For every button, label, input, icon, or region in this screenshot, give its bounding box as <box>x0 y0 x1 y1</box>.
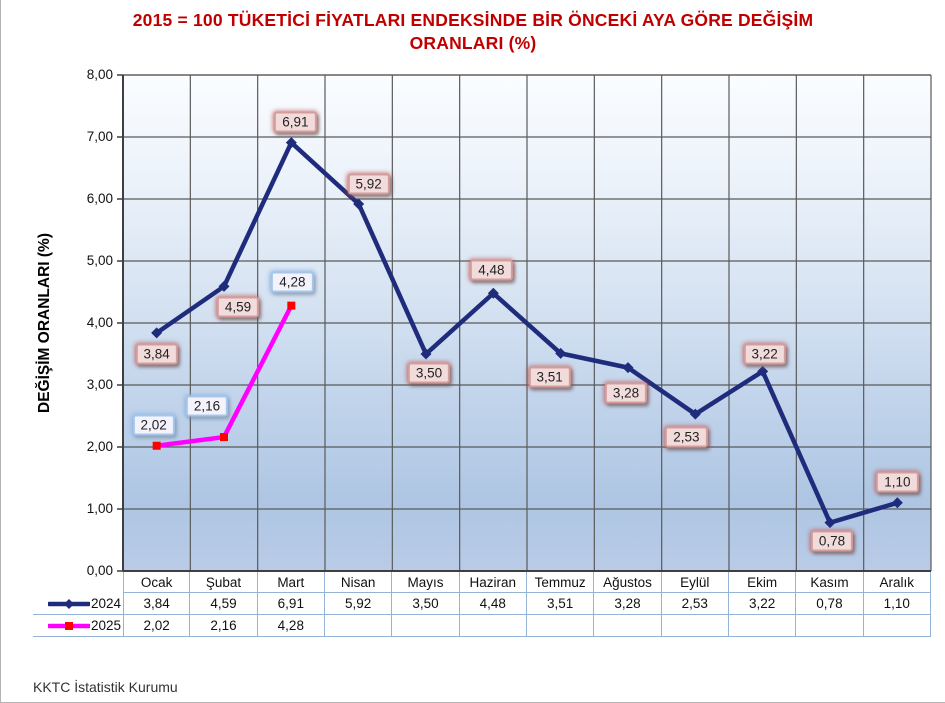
y-tick-label: 6,00 <box>86 191 113 206</box>
data-label: 3,51 <box>528 366 571 388</box>
square-marker <box>152 441 161 450</box>
month-header-cell: Nisan <box>324 572 393 593</box>
table-value-cell <box>324 615 393 637</box>
y-tick-label: 1,00 <box>86 501 113 516</box>
table-value-cell: 6,91 <box>257 593 325 615</box>
month-header-cell: Haziran <box>459 572 527 593</box>
legend-series-name: 2025 <box>90 618 121 633</box>
y-tick-label: 5,00 <box>86 253 113 268</box>
data-label: 2,16 <box>185 395 229 417</box>
data-label: 4,28 <box>271 271 314 293</box>
diamond-marker <box>285 137 297 149</box>
source-caption: KKTC İstatistik Kurumu <box>33 679 178 695</box>
month-header-cell: Ocak <box>123 572 191 593</box>
data-table: Ocak Şubat Mart Nisan Mayıs Haziran Temmuz Ağus… <box>33 572 931 637</box>
diamond-marker <box>353 198 365 210</box>
y-tick-label: 0,00 <box>86 563 113 578</box>
data-label: 3,22 <box>743 343 786 365</box>
diamond-marker <box>555 347 567 359</box>
data-label: 6,91 <box>274 111 317 133</box>
month-header-cell: Kasım <box>796 572 864 593</box>
diamond-marker <box>622 362 634 374</box>
table-value-cell <box>863 615 931 637</box>
diamond-marker <box>689 408 701 420</box>
diamond-marker <box>757 365 769 377</box>
table-value-cell: 4,48 <box>459 593 527 615</box>
month-header-cell: Aralık <box>863 572 931 593</box>
table-value-cell: 3,84 <box>123 593 191 615</box>
y-tick-label: 4,00 <box>86 315 113 330</box>
table-value-cell <box>526 615 595 637</box>
table-value-cell: 4,59 <box>190 593 258 615</box>
diamond-marker <box>420 348 432 360</box>
legend-key-cell: 2025 <box>33 615 123 637</box>
diamond-marker <box>824 517 836 529</box>
table-value-cell: 3,28 <box>594 593 662 615</box>
data-label: 3,84 <box>135 343 178 365</box>
diamond-marker <box>891 497 903 509</box>
y-tick-label: 2,00 <box>86 439 113 454</box>
diamond-marker <box>487 287 499 299</box>
chart-title-line2: ORANLARI (%) <box>409 33 537 53</box>
y-tick-label: 8,00 <box>86 67 113 82</box>
table-corner-cell <box>33 572 123 593</box>
data-label: 0,78 <box>810 530 854 552</box>
table-value-cell: 2,53 <box>661 593 729 615</box>
table-value-cell: 3,22 <box>728 593 797 615</box>
table-value-cell: 1,10 <box>863 593 931 615</box>
data-label: 4,59 <box>216 296 260 318</box>
table-value-cell <box>594 615 662 637</box>
table-value-cell: 2,02 <box>123 615 191 637</box>
data-label: 2,02 <box>132 414 175 436</box>
plot-area <box>117 74 932 572</box>
square-marker <box>220 433 228 442</box>
data-label: 5,92 <box>347 173 390 195</box>
table-value-cell: 3,50 <box>392 593 460 615</box>
y-tick-label: 7,00 <box>86 129 113 144</box>
chart-title: 2015 = 100 TÜKETİCİ FİYATLARI ENDEKSİNDE… <box>1 9 945 55</box>
square-marker <box>287 301 296 310</box>
legend-line-square-icon <box>47 621 90 630</box>
table-value-cell <box>661 615 729 637</box>
data-label: 3,28 <box>604 382 648 404</box>
chart-title-line1: 2015 = 100 TÜKETİCİ FİYATLARI ENDEKSİNDE… <box>132 10 814 30</box>
diamond-marker <box>218 280 230 292</box>
legend-key-cell: 2024 <box>33 593 123 615</box>
month-header-cell: Eylül <box>661 572 729 593</box>
month-header-cell: Mart <box>257 572 325 593</box>
table-value-cell <box>796 615 864 637</box>
month-header-cell: Mayıs <box>392 572 460 593</box>
table-value-cell <box>728 615 797 637</box>
table-value-cell: 3,51 <box>526 593 595 615</box>
y-tick-label: 3,00 <box>86 377 113 392</box>
month-header-cell: Ekim <box>728 572 797 593</box>
diamond-marker <box>151 327 163 339</box>
table-value-cell <box>392 615 460 637</box>
data-label: 1,10 <box>876 471 919 493</box>
table-value-cell <box>459 615 527 637</box>
data-label: 2,53 <box>665 426 708 448</box>
month-header-cell: Temmuz <box>526 572 595 593</box>
table-value-cell: 0,78 <box>796 593 864 615</box>
data-label: 3,50 <box>407 362 451 384</box>
month-header-cell: Şubat <box>190 572 258 593</box>
data-label: 4,48 <box>470 259 513 281</box>
legend-series-name: 2024 <box>90 596 121 611</box>
table-value-cell: 5,92 <box>324 593 393 615</box>
table-value-cell: 2,16 <box>190 615 258 637</box>
table-value-cell: 4,28 <box>257 615 325 637</box>
series-2025-line <box>154 303 294 449</box>
month-header-cell: Ağustos <box>594 572 662 593</box>
legend-line-diamond-icon <box>47 598 90 609</box>
series-2024-line <box>154 138 900 526</box>
